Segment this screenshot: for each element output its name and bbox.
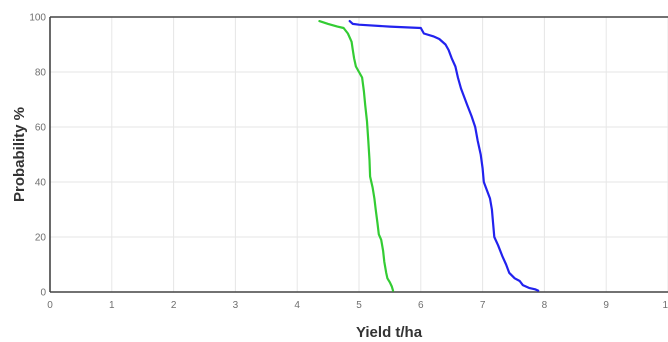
x-tick-label: 6 — [418, 300, 424, 311]
series-layer — [318, 20, 540, 292]
y-tick-label: 20 — [35, 233, 47, 244]
tick-labels: 012345678910020406080100 — [29, 13, 668, 312]
y-tick-label: 100 — [29, 13, 46, 24]
x-tick-label: 10 — [662, 300, 668, 311]
y-tick-label: 80 — [35, 68, 47, 79]
x-tick-label: 1 — [109, 300, 115, 311]
series-line-2 — [348, 20, 540, 292]
x-tick-label: 4 — [294, 300, 300, 311]
x-tick-label: 9 — [603, 300, 609, 311]
y-axis-title: Probability % — [11, 107, 28, 202]
x-tick-label: 7 — [480, 300, 486, 311]
series-line-1 — [318, 20, 395, 292]
x-tick-label: 0 — [47, 300, 53, 311]
y-tick-label: 0 — [40, 288, 46, 299]
axis-layer — [49, 16, 668, 293]
y-tick-label: 60 — [35, 123, 47, 134]
x-axis-title: Yield t/ha — [356, 324, 423, 341]
x-tick-label: 8 — [542, 300, 548, 311]
x-tick-label: 2 — [171, 300, 177, 311]
x-tick-label: 3 — [233, 300, 239, 311]
grid-layer — [50, 17, 668, 292]
x-tick-label: 5 — [356, 300, 362, 311]
y-tick-label: 40 — [35, 178, 47, 189]
